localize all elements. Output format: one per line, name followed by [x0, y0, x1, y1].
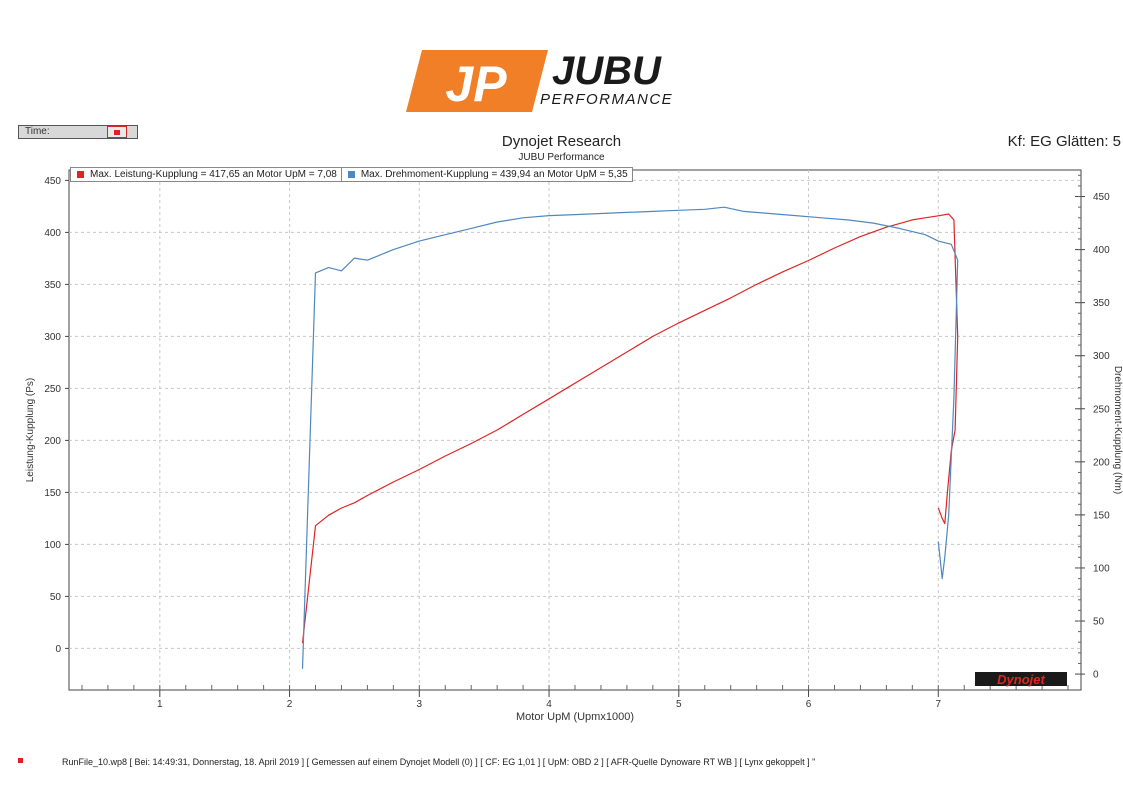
y-left-tick-label: 350 [44, 280, 61, 291]
y-right-tick-label: 350 [1093, 298, 1110, 309]
power-series-line [301, 213, 959, 644]
x-tick-label: 6 [806, 699, 812, 710]
y-left-tick-label: 250 [44, 384, 61, 395]
y-right-tick-label: 300 [1093, 351, 1110, 362]
x-tick-label: 1 [157, 699, 163, 710]
y-right-tick-label: 150 [1093, 510, 1110, 521]
legend-item-power[interactable]: Max. Leistung-Kupplung = 417,65 an Motor… [70, 167, 342, 182]
legend-swatch-power [77, 171, 84, 178]
time-scrubber[interactable]: Time: [18, 125, 138, 139]
y-left-tick-label: 150 [44, 488, 61, 499]
y-right-tick-label: 400 [1093, 245, 1110, 256]
jubu-performance-logo: JP JUBU PERFORMANCE [406, 49, 673, 112]
series-layer [301, 206, 959, 669]
logo-brand: JUBU [552, 49, 662, 93]
y-axis-label-right: Drehmoment-Kupplung (Nm) [1112, 366, 1123, 494]
legend-label-torque: Max. Drehmoment-Kupplung = 439,94 an Mot… [360, 169, 628, 180]
dynojet-watermark: Dynojet [975, 672, 1067, 687]
smoothing-label: Kf: EG Glätten: 5 [1007, 133, 1121, 150]
x-tick-label: 4 [546, 699, 552, 710]
y-right-tick-label: 100 [1093, 563, 1110, 574]
time-marker-button[interactable] [107, 126, 127, 138]
y-left-tick-label: 100 [44, 540, 61, 551]
y-right-tick-label: 250 [1093, 404, 1110, 415]
logo-orange-plate [406, 50, 548, 112]
y-left-tick-label: 450 [44, 176, 61, 187]
grid-lines [69, 170, 1081, 690]
y-axis-label-left: Leistung-Kupplung (Ps) [25, 378, 36, 483]
chart-title: Dynojet Research [501, 133, 622, 150]
watermark-text: Dynojet [997, 672, 1045, 687]
time-marker-icon [114, 130, 120, 135]
y-left-tick-label: 50 [50, 592, 62, 603]
x-tick-label: 5 [676, 699, 682, 710]
y-right-tick-label: 200 [1093, 457, 1110, 468]
logo-sub: PERFORMANCE [540, 91, 673, 108]
legend-swatch-torque [347, 171, 355, 178]
y-left-tick-label: 200 [44, 436, 61, 447]
time-label: Time: [25, 126, 50, 137]
y-left-tick-label: 300 [44, 332, 61, 343]
watermark-plate [975, 672, 1067, 686]
x-axis-label: Motor UpM (Upmx1000) [516, 711, 634, 723]
x-tick-label: 3 [417, 699, 423, 710]
y-left-tick-label: 400 [44, 228, 61, 239]
run-file-info: RunFile_10.wp8 [ Bei: 14:49:31, Donnerst… [62, 757, 816, 767]
y-left-tick-label: 0 [55, 644, 61, 655]
y-right-tick-label: 0 [1093, 670, 1099, 681]
legend-label-power: Max. Leistung-Kupplung = 417,65 an Motor… [90, 169, 337, 180]
legend: Max. Leistung-Kupplung = 417,65 an Motor… [70, 167, 633, 182]
axes: 1 2 3 4 5 6 7 0 50 100 150 200 250 300 350 400 450 0 50 100… [44, 174, 1110, 710]
chart-subtitle: JUBU Performance [518, 152, 605, 163]
x-tick-label: 2 [287, 699, 293, 710]
legend-item-torque[interactable]: Max. Drehmoment-Kupplung = 439,94 an Mot… [341, 167, 633, 182]
footer-bullet-icon [18, 758, 23, 763]
y-right-tick-label: 50 [1093, 617, 1105, 628]
torque-series-line [301, 206, 959, 669]
logo-mark: JP [445, 56, 507, 112]
plot-frame [68, 169, 1082, 691]
x-tick-label: 7 [936, 699, 942, 710]
y-right-tick-label: 450 [1093, 192, 1110, 203]
